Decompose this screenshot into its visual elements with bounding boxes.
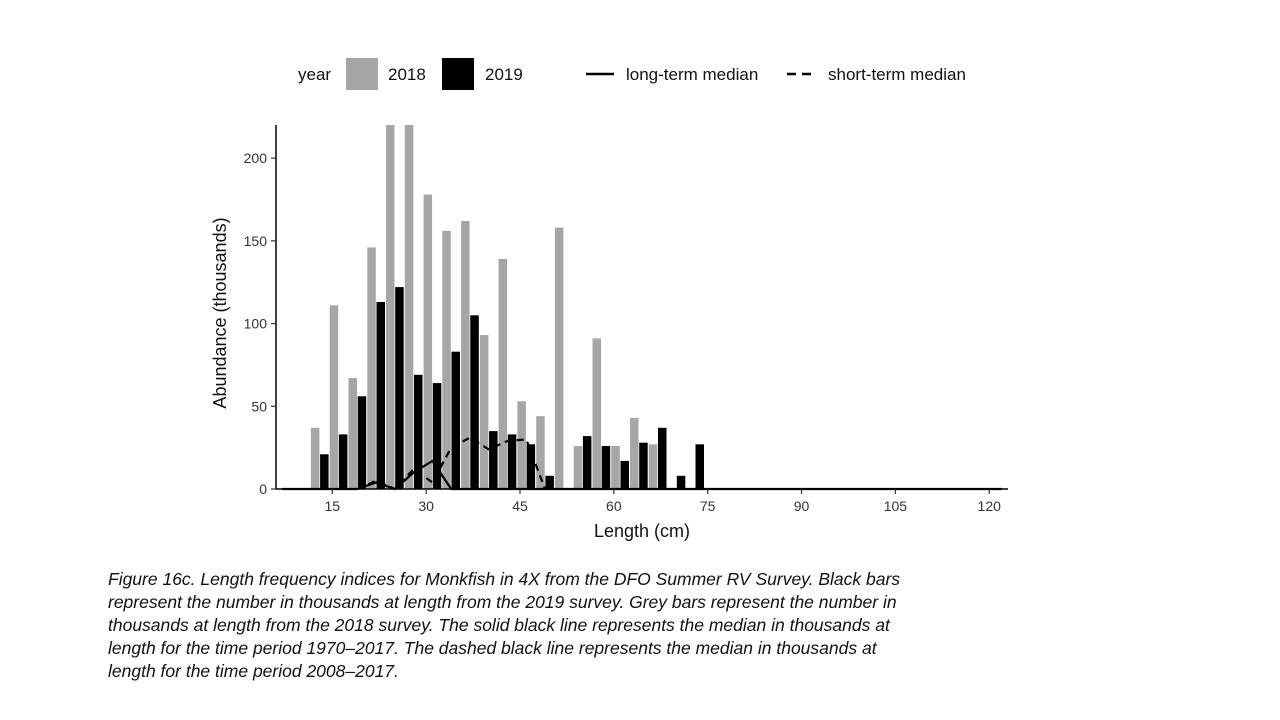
- bar-2019-73: [695, 444, 704, 489]
- short-term-median-line: [356, 436, 547, 491]
- bar-2018-61: [611, 446, 620, 489]
- bar-2019-49: [545, 475, 554, 489]
- length-frequency-chart: year 2018 2019 long-term median short-term m…: [210, 58, 1008, 541]
- bar-2018-49: [536, 416, 545, 489]
- bar-2018-28: [404, 125, 414, 489]
- legend-label-long-term: long-term median: [626, 65, 758, 84]
- y-tick-label: 200: [244, 150, 268, 166]
- bar-2018-34: [442, 230, 451, 489]
- y-tick-label: 150: [244, 233, 268, 249]
- legend-label-short-term: short-term median: [828, 65, 966, 84]
- bar-2019-43: [507, 434, 517, 489]
- bar-2019-70: [676, 475, 686, 489]
- bar-2018-43: [498, 259, 508, 489]
- bar-2019-64: [639, 442, 648, 489]
- legend-title: year: [298, 65, 331, 84]
- bar-2018-31: [423, 194, 433, 489]
- bar-2019-34: [451, 351, 460, 489]
- plot-area: 15 30 45 60 75 90 105 120 0 50 100 150 200 Length (cm…: [210, 125, 1008, 541]
- bar-2018-58: [592, 338, 601, 489]
- x-tick-label: 15: [325, 498, 341, 514]
- legend-label-2018: 2018: [388, 65, 426, 84]
- x-tick-label: 45: [512, 498, 528, 514]
- bar-2019-67: [658, 427, 667, 489]
- bar-2019-16: [338, 434, 348, 489]
- bar-2019-13: [320, 454, 329, 489]
- y-tick-label: 0: [259, 481, 267, 497]
- x-tick-label: 30: [418, 498, 434, 514]
- bar-2018-19: [348, 378, 357, 489]
- caption-line: Figure 16c. Length frequency indices for…: [108, 569, 901, 589]
- bar-2018-16: [329, 305, 339, 489]
- legend: year 2018 2019 long-term median short-term m…: [298, 58, 966, 90]
- caption-line: thousands at length from the 2018 survey…: [108, 615, 890, 635]
- bar-2018-13: [310, 427, 320, 489]
- caption-line: represent the number in thousands at len…: [108, 592, 897, 612]
- legend-label-2019: 2019: [485, 65, 523, 84]
- bar-2018-25: [386, 125, 395, 489]
- y-tick-label: 50: [251, 398, 267, 414]
- bar-2018-22: [367, 247, 376, 489]
- x-tick-label: 75: [700, 498, 716, 514]
- legend-swatch-2019: [442, 58, 474, 90]
- bar-2018-46: [517, 401, 526, 489]
- bar-2018-64: [630, 417, 639, 489]
- x-axis-title: Length (cm): [594, 521, 690, 541]
- bar-2019-61: [620, 460, 629, 489]
- x-tick-label: 120: [978, 498, 1002, 514]
- legend-swatch-2018: [346, 58, 378, 90]
- bar-2018-40: [479, 335, 489, 489]
- figure-caption: Figure 16c. Length frequency indices for…: [108, 568, 1108, 683]
- bar-2019-37: [470, 315, 479, 489]
- bar-2019-40: [489, 431, 498, 489]
- bar-2018-55: [573, 446, 583, 489]
- caption-line: length for the time period 2008–2017.: [108, 661, 399, 681]
- y-tick-label: 100: [244, 316, 268, 332]
- bar-2019-28: [414, 374, 423, 489]
- bar-2019-19: [357, 396, 367, 489]
- bar-2019-58: [601, 446, 611, 489]
- bar-2018-52: [554, 227, 564, 489]
- y-axis-title: Abundance (thousands): [210, 217, 230, 408]
- bar-2019-22: [376, 302, 385, 489]
- x-tick-label: 90: [794, 498, 810, 514]
- bar-2019-55: [582, 436, 592, 489]
- bar-2019-46: [526, 444, 536, 489]
- bar-2019-25: [395, 287, 404, 489]
- x-tick-label: 105: [884, 498, 908, 514]
- bar-2019-31: [432, 383, 442, 489]
- x-tick-label: 60: [606, 498, 622, 514]
- bar-2018-67: [648, 444, 658, 489]
- caption-line: length for the time period 1970–2017. Th…: [108, 638, 877, 658]
- bar-2018-37: [461, 221, 470, 489]
